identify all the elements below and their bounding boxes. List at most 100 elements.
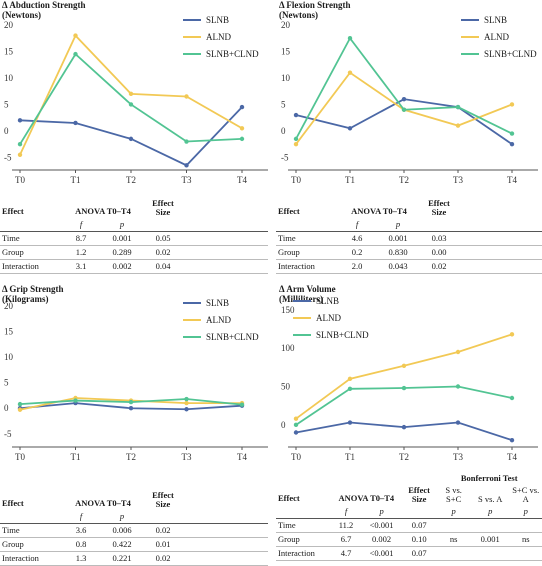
cell-p: 0.001 — [376, 231, 420, 246]
y-tick-label: 5 — [281, 99, 286, 109]
legend-label: SLNB — [206, 298, 229, 308]
data-point — [455, 104, 461, 110]
cell-size: 0.02 — [420, 259, 458, 274]
cell-bonf: ns — [436, 532, 471, 547]
data-point — [509, 332, 515, 337]
y-tick-label: 10 — [281, 73, 291, 83]
cell-bonf — [470, 518, 510, 533]
col-f: f — [330, 505, 362, 519]
data-point — [184, 407, 189, 412]
table-row: Interaction 3.1 0.002 0.04 — [0, 259, 268, 274]
cell-p: 0.006 — [100, 523, 144, 538]
table-row: Time 3.6 0.006 0.02 — [0, 523, 268, 538]
x-tick-label: T1 — [345, 175, 355, 185]
cell-effect: Time — [276, 518, 331, 533]
cell-effect: Group — [0, 537, 62, 552]
cell-effect: Group — [276, 245, 338, 260]
data-point — [401, 424, 407, 430]
table-row: Interaction 4.7 <0.001 0.07 — [276, 546, 542, 561]
cell-bonf — [509, 546, 542, 561]
cell-size: 0.02 — [144, 551, 182, 566]
cell-p: 0.002 — [361, 532, 402, 547]
col-p: p — [100, 218, 144, 232]
anova-title: ANOVA T0–T4 — [338, 493, 395, 503]
chart-title: Δ Flexion Strength — [279, 0, 350, 10]
y-tick-label: 0 — [281, 420, 286, 430]
col-effect-size: Effect Size — [428, 198, 450, 217]
y-tick-label: 15 — [4, 46, 14, 56]
data-point — [73, 398, 78, 403]
table-row: Time 4.6 0.001 0.03 — [276, 231, 542, 246]
cell-size: 0.07 — [401, 518, 437, 533]
data-point — [128, 91, 134, 97]
cell-effect: Time — [276, 231, 338, 246]
bonf-col-2: S vs. A — [478, 494, 503, 504]
y-tick-label: 10 — [4, 73, 14, 83]
legend-label: ALND — [316, 313, 341, 323]
legend-label: SLNB+CLND — [484, 49, 537, 59]
cell-bonf: ns — [509, 532, 542, 547]
legend-label: SLNB — [484, 15, 507, 25]
data-point — [128, 406, 134, 411]
chart-title: Δ Arm Volume — [279, 284, 336, 294]
col-effect: Effect — [2, 206, 24, 216]
data-point — [347, 420, 353, 425]
col-p: p — [361, 505, 402, 519]
x-tick-label: T4 — [507, 452, 517, 462]
col-effect: Effect — [278, 206, 300, 216]
data-point — [347, 36, 353, 41]
cell-f: 3.1 — [62, 259, 100, 274]
cell-f: 4.7 — [330, 546, 362, 561]
cell-size: 0.03 — [420, 231, 458, 246]
data-point — [455, 349, 461, 355]
series-line-slnb — [19, 106, 243, 167]
x-tick-label: T3 — [453, 452, 463, 462]
data-point — [17, 118, 23, 123]
bonf-p-2: p — [470, 505, 510, 519]
x-tick-label: T0 — [15, 175, 25, 185]
anova-title: ANOVA T0–T4 — [75, 498, 131, 508]
flexion-anova-table: Effect ANOVA T0–T4 Effect Size f p Time … — [276, 198, 542, 274]
x-tick-label: T1 — [345, 452, 355, 462]
data-point — [128, 399, 134, 405]
y-tick-label: 15 — [4, 327, 14, 337]
cell-size: 0.10 — [401, 532, 437, 547]
x-tick-label: T4 — [237, 175, 247, 185]
y-tick-label: 20 — [4, 301, 14, 311]
chart-title: Δ Abduction Strength — [2, 0, 86, 10]
y-tick-label: 50 — [281, 382, 291, 392]
y-tick-label: 0 — [4, 403, 9, 413]
chart-subtitle: (Newtons) — [279, 10, 318, 20]
data-point — [73, 120, 78, 126]
y-tick-label: 5 — [4, 99, 9, 109]
data-point — [509, 131, 515, 136]
cell-effect: Interaction — [0, 551, 62, 566]
bonf-p-1: p — [436, 505, 471, 519]
table-row: Time 8.7 0.001 0.05 — [0, 231, 268, 246]
data-point — [293, 141, 299, 147]
cell-p: 0.001 — [100, 231, 144, 246]
cell-effect: Time — [0, 231, 62, 246]
table-row: Group 1.2 0.289 0.02 — [0, 245, 268, 260]
x-tick-label: T3 — [182, 452, 192, 462]
legend-label: SLNB — [206, 15, 229, 25]
x-tick-label: T2 — [399, 175, 409, 185]
anova-title: ANOVA T0–T4 — [351, 206, 407, 216]
data-point — [17, 152, 23, 157]
series-line-slnb-clnd — [19, 52, 243, 145]
col-effect-size: Effect Size — [408, 485, 430, 504]
col-effect-size: Effect Size — [152, 490, 174, 509]
bonf-col-3: S+C vs. A — [512, 485, 540, 504]
table-row: Group 6.7 0.002 0.10 ns 0.001 ns — [276, 532, 542, 547]
cell-f: 6.7 — [330, 532, 362, 547]
data-point — [73, 51, 78, 57]
data-point — [293, 430, 299, 435]
data-point — [128, 136, 134, 142]
cell-p: 0.221 — [100, 551, 144, 566]
data-point — [455, 384, 461, 389]
data-point — [347, 126, 353, 131]
anova-title: ANOVA T0–T4 — [75, 206, 131, 216]
legend-label: ALND — [206, 32, 231, 42]
table-row: Interaction 2.0 0.043 0.02 — [276, 259, 542, 274]
